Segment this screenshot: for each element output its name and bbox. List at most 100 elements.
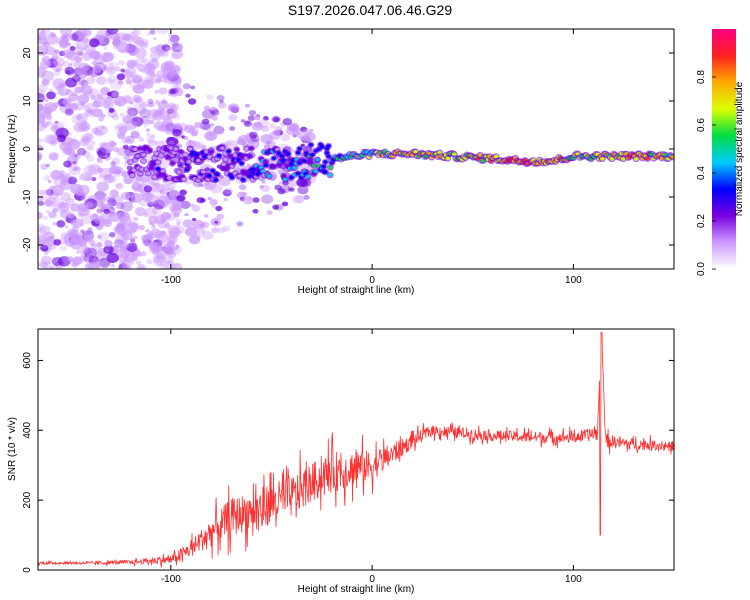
noise-blob (85, 255, 94, 263)
noise-blob (171, 87, 179, 94)
noise-blob (196, 197, 205, 204)
ridge-blob (477, 153, 483, 157)
ridge-blob (645, 156, 650, 161)
noise-blob (223, 197, 228, 202)
noise-blob (185, 93, 191, 98)
noise-blob (201, 223, 206, 228)
noise-blob (104, 62, 115, 72)
noise-blob (67, 176, 78, 185)
noise-blob (222, 225, 231, 232)
noise-blob (70, 58, 82, 68)
noise-blob (91, 60, 97, 65)
noise-blob (286, 123, 297, 131)
ridge-blob (263, 163, 269, 168)
noise-blob (136, 106, 147, 115)
y-tick-label: -10 (22, 189, 33, 204)
noise-blob (154, 214, 167, 225)
noise-blob (72, 219, 78, 224)
noise-blob (92, 108, 103, 118)
ridge-blob (323, 160, 328, 164)
noise-blob (103, 208, 111, 215)
noise-blob (188, 235, 201, 245)
noise-blob (251, 122, 263, 131)
noise-blob (113, 35, 121, 42)
noise-blob (261, 180, 266, 184)
ridge-blob (232, 153, 238, 158)
noise-blob (88, 38, 100, 48)
noise-blob (141, 57, 149, 64)
x-tick-label: 0 (369, 275, 375, 286)
noise-blob (38, 145, 44, 152)
noise-blob (224, 187, 234, 195)
ridge-blob (178, 149, 183, 154)
noise-blob (146, 258, 153, 265)
noise-blob (55, 67, 61, 73)
noise-blob (282, 117, 293, 126)
noise-blob (260, 125, 270, 133)
noise-blob (211, 205, 216, 209)
ridge-blob (240, 178, 246, 182)
noise-blob (200, 145, 207, 150)
ridge-blob (173, 147, 178, 151)
noise-blob (38, 110, 42, 116)
noise-blob (123, 66, 137, 78)
noise-blob (103, 193, 108, 197)
noise-blob (100, 52, 113, 63)
spectrogram-y-ticks: -20 -10 0 10 20 (22, 47, 674, 252)
noise-blob (118, 125, 128, 134)
noise-blob (45, 188, 54, 196)
noise-blob (248, 109, 257, 116)
noise-blob (170, 75, 182, 85)
noise-blob (169, 67, 177, 74)
noise-blob (104, 154, 109, 159)
noise-blob (135, 39, 145, 48)
noise-blob (53, 102, 60, 108)
snr-y-ticks: 0 200 400 600 (22, 352, 674, 573)
noise-blob (79, 138, 90, 147)
noise-blob (43, 251, 49, 255)
ridge-blob (154, 151, 159, 156)
noise-blob (69, 102, 79, 111)
ridge-blob (308, 157, 314, 162)
noise-blob (124, 177, 133, 185)
noise-blob (147, 230, 154, 236)
noise-blob (109, 61, 119, 70)
noise-blob (79, 102, 84, 106)
noise-blob (93, 128, 103, 136)
ridge-blob (229, 175, 235, 180)
noise-blob (157, 245, 165, 252)
noise-blob (49, 139, 58, 147)
noise-blob (184, 212, 189, 217)
snr-frame (37, 328, 675, 571)
noise-blob (108, 211, 116, 218)
noise-blob (113, 96, 127, 107)
ridge-blob (281, 158, 286, 162)
noise-blob (158, 73, 171, 83)
noise-blob (171, 202, 183, 211)
noise-blob (266, 210, 273, 215)
noise-blob (203, 180, 217, 190)
noise-blob (76, 244, 89, 255)
ridge-blob (237, 174, 243, 178)
noise-blob (179, 189, 187, 196)
noise-blob (138, 137, 145, 142)
noise-blob (168, 88, 176, 95)
noise-blob (247, 136, 257, 144)
noise-blob (48, 211, 57, 219)
noise-blob (145, 194, 159, 205)
noise-blob (141, 234, 146, 239)
noise-blob (106, 100, 116, 108)
noise-blob (100, 142, 114, 154)
noise-blob (45, 197, 56, 206)
noise-blob (72, 161, 77, 165)
noise-blob (83, 164, 97, 176)
ridge-blob (670, 155, 674, 159)
ridge-blob (195, 158, 201, 163)
ridge-blob (445, 156, 451, 161)
noise-blob (82, 150, 91, 158)
noise-blob (139, 101, 149, 109)
noise-blob (249, 131, 258, 139)
noise-blob (43, 98, 49, 103)
noise-blob (222, 189, 232, 197)
ridge-blob (139, 167, 145, 172)
